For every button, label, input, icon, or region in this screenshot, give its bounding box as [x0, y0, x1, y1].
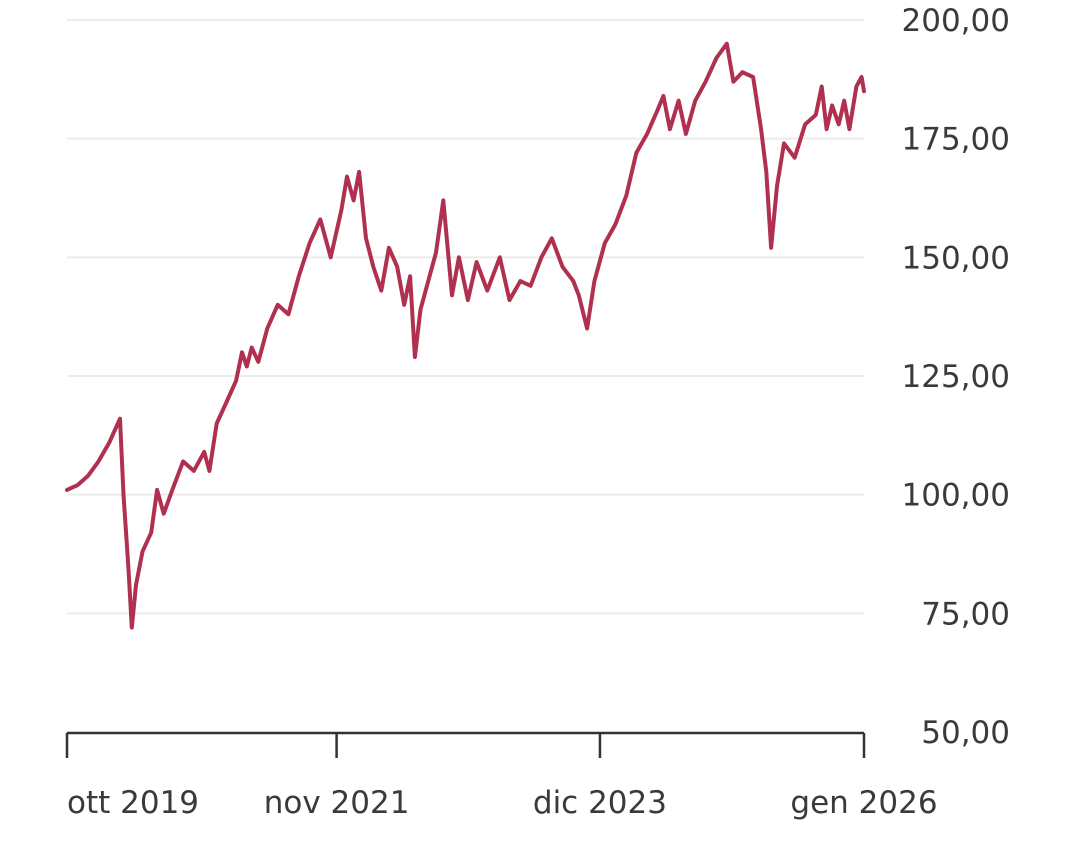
- x-axis-ticks: ott 2019 nov 2021 dic 2023 gen 2026: [65, 733, 938, 821]
- y-tick-label: 150,00: [902, 240, 1010, 276]
- x-tick-label: gen 2026: [790, 785, 937, 821]
- price-series-line: [65, 41, 866, 630]
- y-tick-label: 50,00: [921, 715, 1010, 751]
- y-tick-label: 75,00: [921, 596, 1010, 632]
- gridlines: [67, 19, 864, 615]
- y-axis-tick-labels: 200,00 175,00 150,00 125,00 100,00 75,00 50,00: [902, 3, 1010, 751]
- x-tick-label: ott 2019: [67, 785, 199, 821]
- x-tick-label: nov 2021: [264, 785, 410, 821]
- y-tick-label: 200,00: [902, 3, 1010, 39]
- x-tick-label: dic 2023: [533, 785, 667, 821]
- y-tick-label: 125,00: [902, 359, 1010, 395]
- y-tick-label: 100,00: [902, 478, 1010, 514]
- y-tick-label: 175,00: [902, 122, 1010, 158]
